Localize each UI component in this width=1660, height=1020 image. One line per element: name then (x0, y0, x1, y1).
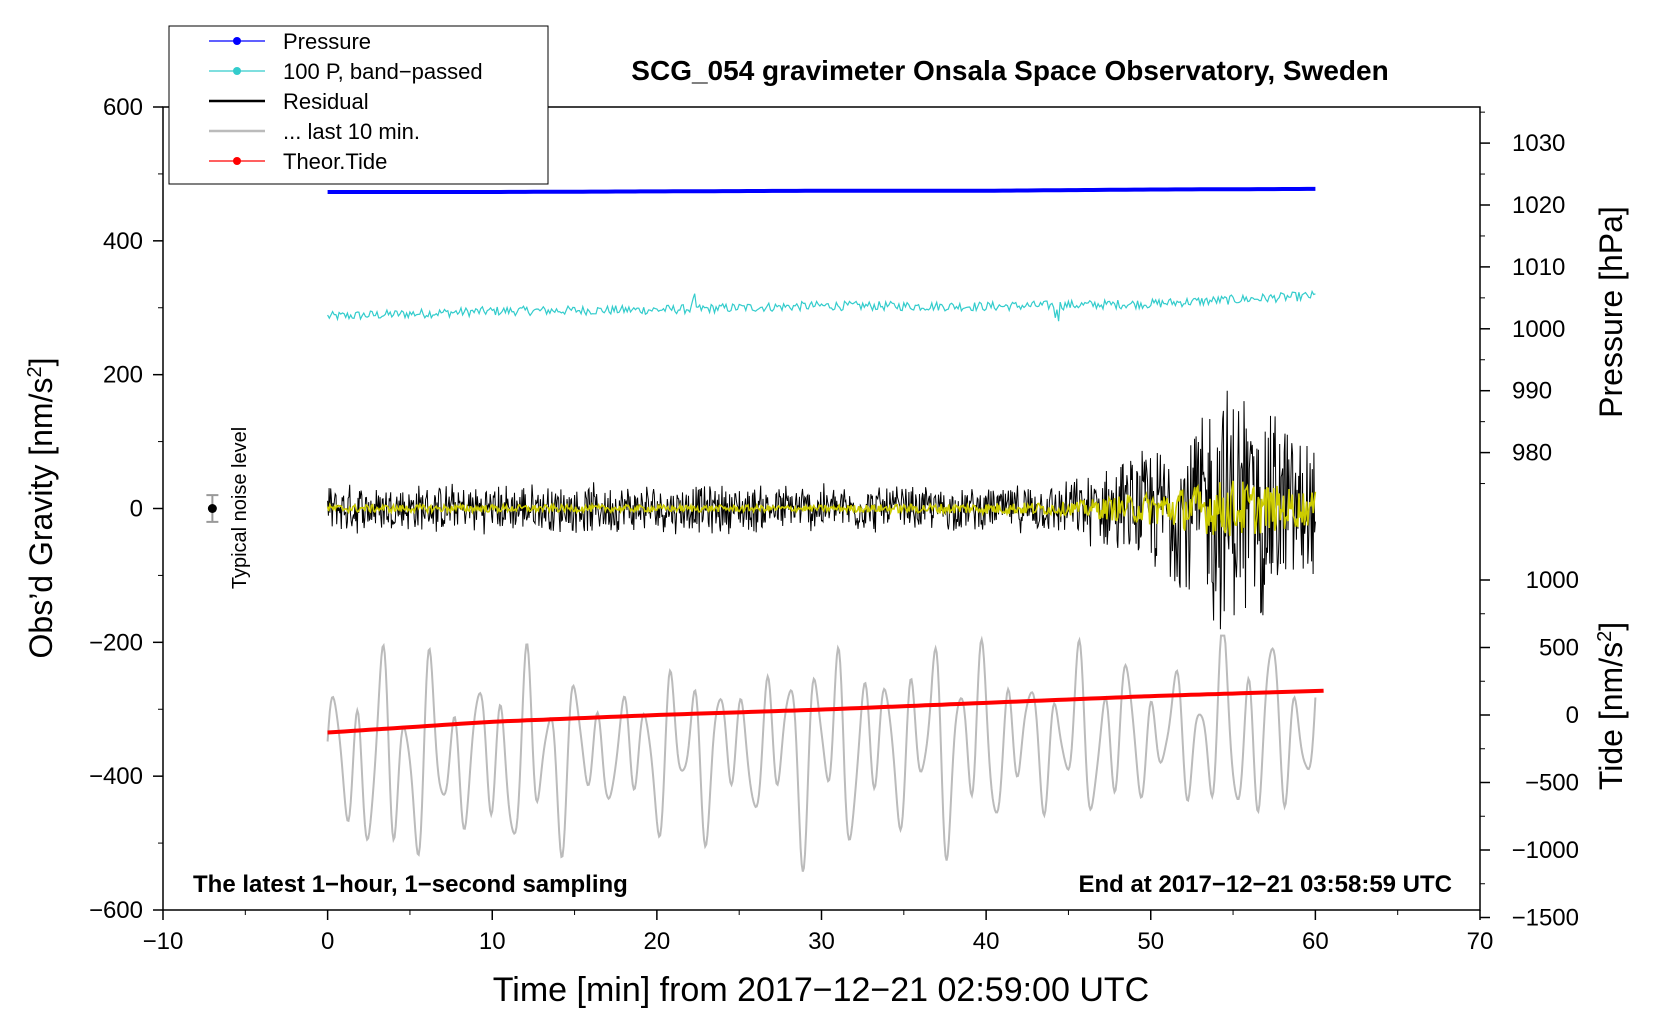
y-left-tick-label: −200 (89, 629, 143, 656)
legend-label: Residual (283, 89, 369, 114)
x-tick-label: 30 (808, 928, 835, 955)
legend-marker (233, 157, 241, 165)
y-axis-label-left-main: Obs’d Gravity [nm/s (23, 378, 59, 659)
series-residual-smoothed (326, 480, 1317, 537)
noise-marker (206, 494, 219, 523)
legend-label: Pressure (283, 29, 371, 54)
x-tick-label: 10 (479, 928, 506, 955)
x-tick-label: 20 (644, 928, 671, 955)
y-left-tick-label: 0 (130, 496, 143, 523)
y-left-tick-label: 200 (103, 362, 143, 389)
legend-box (168, 25, 549, 185)
legend: Pressure 100 P, band−passed Residual ... la… (168, 25, 549, 185)
x-tick-label: −10 (143, 928, 184, 955)
y-left-tick-label: 400 (103, 228, 143, 255)
y-axis-label-tide-main: Tide [nm/s (1593, 642, 1629, 790)
noise-dot (207, 504, 217, 513)
pressure-tick-label: 980 (1512, 440, 1552, 467)
x-tick-label: 50 (1137, 928, 1164, 955)
tide-tick-label: 0 (1566, 702, 1579, 729)
y-axis-label-left: Obs’d Gravity [nm/s2] (23, 358, 59, 659)
y-axis-label-left-sup: 2 (24, 366, 46, 377)
pressure-tick-label: 990 (1512, 378, 1552, 405)
series-band-passed (327, 289, 1316, 322)
series-theor-tide (327, 688, 1324, 735)
x-tick-label: 70 (1467, 928, 1494, 955)
series-pressure (327, 186, 1316, 194)
y-left-tick-label: −600 (89, 897, 143, 924)
pressure-tick-label: 1030 (1512, 130, 1565, 157)
y-axis-label-pressure: Pressure [hPa] (1593, 206, 1629, 418)
noise-label: Typical noise level (229, 427, 251, 589)
series-residual (327, 390, 1316, 630)
annotation-right: End at 2017−12−21 03:58:59 UTC (1078, 871, 1452, 898)
y-axis-label-tide: Tide [nm/s2] (1593, 622, 1629, 790)
tide-tick-label: −500 (1525, 770, 1579, 797)
pressure-tick-label: 1000 (1512, 316, 1565, 343)
chart-title: SCG_054 gravimeter Onsala Space Observat… (631, 55, 1388, 86)
y-axis-label-tide-end: ] (1593, 622, 1629, 631)
legend-marker (233, 67, 241, 75)
y-axis-label-tide-sup: 2 (1594, 631, 1616, 642)
x-tick-label: 60 (1302, 928, 1329, 955)
x-axis-label: Time [min] from 2017−12−21 02:59:00 UTC (493, 971, 1149, 1009)
legend-label: ... last 10 min. (283, 119, 420, 144)
pressure-tick-label: 1010 (1512, 254, 1565, 281)
pressure-tick-label: 1020 (1512, 192, 1565, 219)
x-tick-label: 40 (973, 928, 1000, 955)
annotation-left: The latest 1−hour, 1−second sampling (193, 871, 628, 898)
legend-marker (233, 37, 241, 45)
tide-tick-label: −1500 (1512, 905, 1579, 932)
y-axis-label-left-end: ] (23, 358, 59, 367)
tide-tick-label: 500 (1539, 635, 1579, 662)
tide-tick-label: 1000 (1526, 567, 1579, 594)
axis-ticks: −10 0 10 20 30 40 50 60 706004002000−200−400−600… (89, 94, 1579, 955)
series-last-10-min (326, 634, 1317, 872)
series-group (326, 186, 1324, 872)
tide-tick-label: −1000 (1512, 837, 1579, 864)
y-left-tick-label: −400 (89, 763, 143, 790)
legend-label: Theor.Tide (283, 149, 387, 174)
x-tick-label: 0 (321, 928, 334, 955)
legend-label: 100 P, band−passed (283, 59, 483, 84)
y-left-tick-label: 600 (103, 94, 143, 121)
